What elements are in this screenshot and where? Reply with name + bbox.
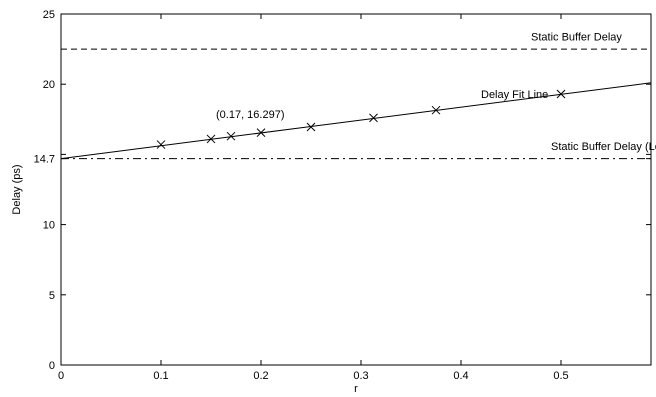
data-point-marker (556, 89, 566, 99)
y-tick-label: 0 (49, 360, 55, 372)
data-point-marker (156, 140, 166, 149)
plot-frame (60, 13, 652, 366)
x-axis-label: r (354, 383, 358, 395)
annotation-label: (0.17, 16.297) (216, 109, 285, 121)
x-tick-label: 0.1 (153, 370, 168, 382)
y-tick-label: 14.7 (34, 154, 55, 166)
y-tick-label: 25 (43, 9, 55, 21)
x-tick-label: 0.3 (353, 370, 368, 382)
labels: r Delay (ps) 0 0.1 0.2 0.3 0.4 0.5 0 5 10 14.7 20 2… (11, 9, 656, 395)
data-point-marker (226, 131, 236, 141)
x-tick-label: 0 (58, 370, 64, 382)
data-point-marker (369, 113, 378, 123)
plot-area (61, 48, 651, 160)
data-point-marker (431, 105, 441, 115)
x-tick-label: 0.2 (253, 370, 268, 382)
annotation-label: Static Buffer Delay (531, 32, 622, 44)
x-tick-label: 0.5 (553, 370, 568, 382)
annotation-label: Static Buffer Delay (Low-Vt) (551, 141, 656, 153)
data-point-marker (206, 134, 216, 144)
x-tick-label: 0.4 (453, 370, 468, 382)
y-axis-label: Delay (ps) (11, 164, 23, 214)
y-tick-label: 5 (49, 290, 55, 302)
annotation-label: Delay Fit Line (481, 89, 548, 101)
axes (60, 13, 652, 366)
data-point-marker (306, 122, 316, 132)
y-tick-label: 10 (43, 220, 55, 232)
y-tick-label: 20 (43, 79, 55, 91)
data-point-marker (256, 128, 266, 137)
